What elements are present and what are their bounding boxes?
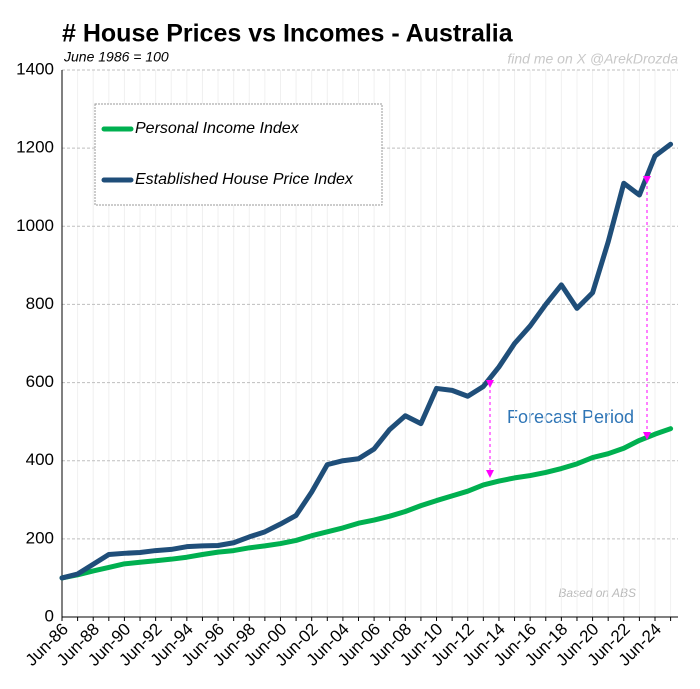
y-tick-label: 400 (26, 450, 54, 469)
y-tick-label: 1400 (16, 59, 54, 78)
y-tick-label: 1200 (16, 138, 54, 157)
line-series (59, 141, 674, 581)
line-series (59, 426, 674, 581)
chart-subtitle: June 1986 = 100 (63, 49, 169, 65)
annotation: Forecast Period (507, 407, 634, 427)
legend-label: Personal Income Index (135, 120, 300, 137)
y-tick-label: 200 (26, 528, 54, 547)
watermark: find me on X @ArekDrozda (507, 51, 678, 67)
y-tick-label: 1000 (16, 216, 54, 235)
y-tick-label: 0 (45, 606, 54, 625)
y-tick-label: 600 (26, 372, 54, 391)
legend-label: Established House Price Index (135, 171, 354, 188)
legend-box (94, 103, 383, 206)
chart-title: # House Prices vs Incomes - Australia (62, 20, 514, 48)
y-tick-label: 800 (26, 294, 54, 313)
source-note: Based on ABS (558, 586, 636, 600)
